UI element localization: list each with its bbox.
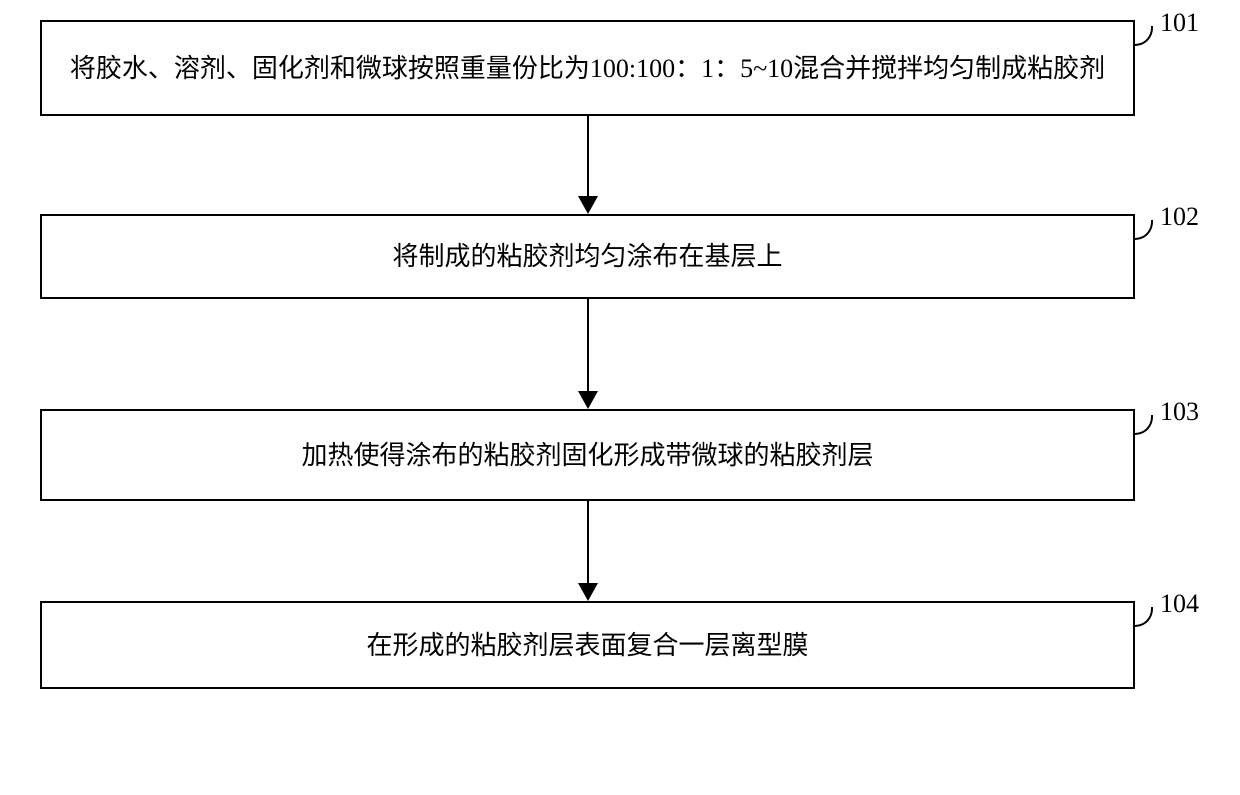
- step-box-1: 将胶水、溶剂、固化剂和微球按照重量份比为100:100：1：5~10混合并搅拌均…: [40, 20, 1135, 116]
- step-text-4: 在形成的粘胶剂层表面复合一层离型膜: [366, 626, 808, 665]
- arrow-1: [40, 116, 1135, 214]
- step-box-2: 将制成的粘胶剂均匀涂布在基层上: [40, 214, 1135, 299]
- step-text-1: 将胶水、溶剂、固化剂和微球按照重量份比为100:100：1：5~10混合并搅拌均…: [70, 49, 1105, 88]
- step-text-2: 将制成的粘胶剂均匀涂布在基层上: [392, 237, 782, 276]
- step-text-3: 加热使得涂布的粘胶剂固化形成带微球的粘胶剂层: [301, 436, 873, 475]
- label-hook-1: [1133, 18, 1163, 48]
- label-hook-2: [1133, 212, 1163, 242]
- label-hook-3: [1133, 407, 1163, 437]
- flowchart-container: 将胶水、溶剂、固化剂和微球按照重量份比为100:100：1：5~10混合并搅拌均…: [40, 20, 1200, 689]
- step-label-1: 101: [1160, 8, 1199, 38]
- label-hook-4: [1133, 599, 1163, 629]
- step-box-4: 在形成的粘胶剂层表面复合一层离型膜: [40, 601, 1135, 689]
- arrow-3: [40, 501, 1135, 601]
- step-label-4: 104: [1160, 589, 1199, 619]
- arrow-2: [40, 299, 1135, 409]
- step-box-3: 加热使得涂布的粘胶剂固化形成带微球的粘胶剂层: [40, 409, 1135, 501]
- step-label-3: 103: [1160, 397, 1199, 427]
- step-label-2: 102: [1160, 202, 1199, 232]
